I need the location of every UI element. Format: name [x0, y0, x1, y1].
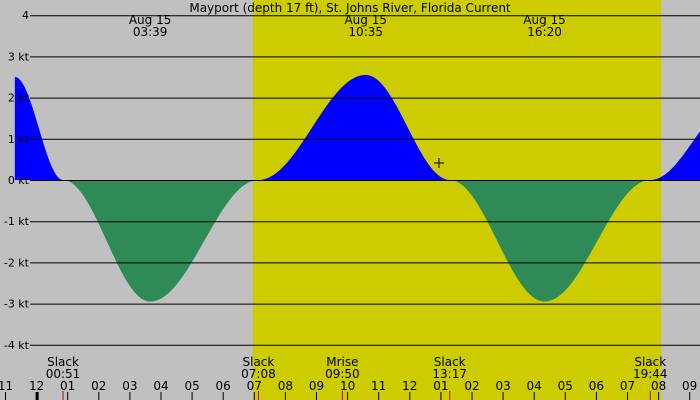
y-tick-label: -1 kt	[4, 215, 30, 228]
x-tick-label: 04	[153, 379, 168, 393]
midnight-marker	[35, 392, 39, 400]
bottom-event-time: 07:08	[241, 367, 276, 381]
x-tick-label: 12	[29, 379, 44, 393]
x-tick-label: 06	[216, 379, 231, 393]
x-tick-label: 11	[0, 379, 13, 393]
x-tick-label: 09	[309, 379, 324, 393]
chart-title: Mayport (depth 17 ft), St. Johns River, …	[189, 1, 511, 15]
event-time-label: 10:35	[348, 25, 383, 39]
x-tick-label: 02	[464, 379, 479, 393]
flood-area-0	[14, 77, 64, 180]
y-tick-label: 1 kt	[8, 133, 30, 146]
event-date-label: Aug 15	[129, 13, 172, 27]
y-tick-label: 2 kt	[8, 92, 30, 105]
ebb-area-3	[452, 180, 651, 302]
y-tick-label: 0 kt	[8, 174, 30, 187]
gridlines	[30, 15, 700, 346]
x-tick-label: 12	[402, 379, 417, 393]
x-tick-label: 09	[682, 379, 697, 393]
bottom-event-time: 09:50	[325, 367, 360, 381]
event-time-label: 16:20	[527, 25, 562, 39]
bottom-event-name: Slack	[243, 355, 275, 369]
x-tick-label: 10	[340, 379, 355, 393]
y-axis-ticks: 4 3 kt 2 kt 1 kt 0 kt -1 kt -2 kt -3 kt -4 kt	[4, 9, 30, 352]
x-tick-label: 05	[184, 379, 199, 393]
bottom-event-labels: Slack00:51Slack07:08Mrise09:50Slack13:17…	[46, 355, 668, 400]
bottom-event-time: 13:17	[432, 367, 467, 381]
flood-area-2	[261, 74, 450, 180]
y-tick-label: -2 kt	[4, 256, 30, 269]
bottom-event-name: Mrise	[326, 355, 358, 369]
bottom-event-name: Slack	[47, 355, 79, 369]
x-tick-label: 08	[278, 379, 293, 393]
bottom-event-name: Slack	[634, 355, 666, 369]
x-tick-label: 02	[91, 379, 106, 393]
x-tick-label: 07	[247, 379, 262, 393]
flood-area-4	[652, 131, 700, 180]
x-tick-label: 01	[60, 379, 75, 393]
x-tick-label: 11	[371, 379, 386, 393]
event-time-label: 03:39	[133, 25, 168, 39]
x-tick-label: 07	[620, 379, 635, 393]
x-tick-label: 05	[558, 379, 573, 393]
bottom-event-name: Slack	[434, 355, 466, 369]
y-tick-label: -3 kt	[4, 298, 30, 311]
x-axis-ticks: 11 12 01 02 03 04 05 06 07 08 09 10 11 12 01 02 03 04 05 06…	[0, 379, 697, 400]
x-tick-label: 03	[122, 379, 137, 393]
event-date-label: Aug 15	[523, 13, 566, 27]
x-tick-label: 01	[433, 379, 448, 393]
current-areas	[14, 74, 700, 302]
y-tick-label: 3 kt	[8, 50, 30, 63]
y-tick-label: -4 kt	[4, 339, 30, 352]
event-date-label: Aug 15	[344, 13, 387, 27]
x-tick-label: 03	[495, 379, 510, 393]
x-tick-label: 04	[527, 379, 542, 393]
bottom-event-time: 00:51	[46, 367, 81, 381]
bottom-event-time: 19:44	[633, 367, 668, 381]
y-tick-label: 4	[22, 9, 29, 22]
x-tick-label: 08	[651, 379, 666, 393]
ebb-area-1	[65, 180, 259, 302]
x-tick-label: 06	[589, 379, 604, 393]
